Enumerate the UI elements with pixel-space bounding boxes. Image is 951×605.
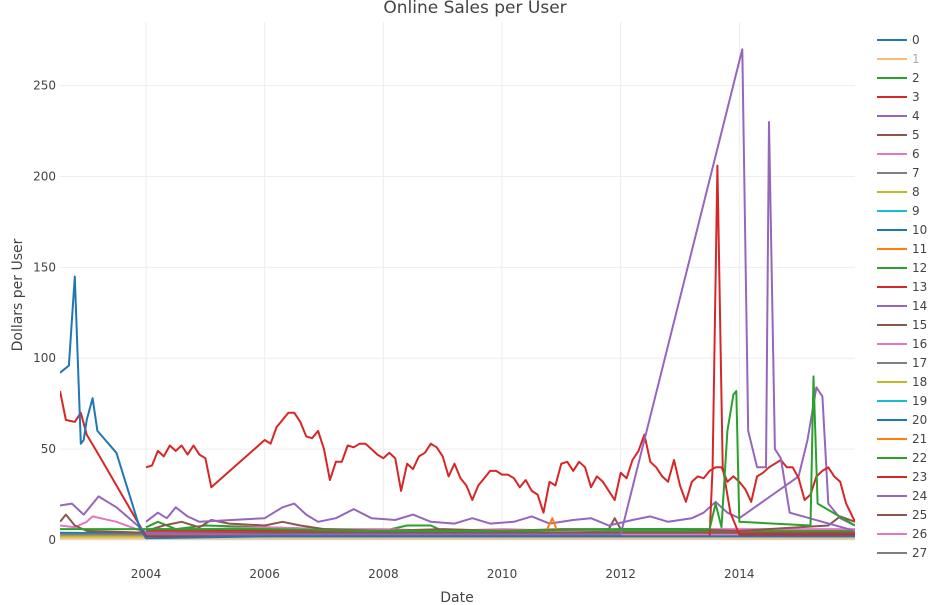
legend-item-9[interactable]: 9 bbox=[877, 204, 920, 218]
legend-label: 15 bbox=[912, 318, 927, 332]
y-tick-label: 200 bbox=[33, 169, 56, 183]
x-tick-label: 2010 bbox=[487, 567, 518, 581]
legend-label: 27 bbox=[912, 546, 927, 560]
series-line-5 bbox=[60, 513, 855, 534]
y-axis-title: Dollars per User bbox=[10, 238, 26, 351]
y-axis-ticks: 0 50 100 150 200 250 bbox=[33, 79, 56, 547]
legend-item-23[interactable]: 23 bbox=[877, 470, 927, 484]
legend-label: 26 bbox=[912, 527, 927, 541]
series-line-14 bbox=[145, 386, 855, 527]
legend-label: 25 bbox=[912, 508, 927, 522]
y-tick-label: 100 bbox=[33, 351, 56, 365]
legend-label: 12 bbox=[912, 261, 927, 275]
legend-item-17[interactable]: 17 bbox=[877, 356, 927, 370]
legend-label: 8 bbox=[912, 185, 920, 199]
legend-label: 22 bbox=[912, 451, 927, 465]
legend-label: 1 bbox=[912, 52, 920, 66]
legend-item-25[interactable]: 25 bbox=[877, 508, 927, 522]
series-line-3 bbox=[60, 164, 855, 538]
y-tick-label: 150 bbox=[33, 260, 56, 274]
legend-label: 4 bbox=[912, 109, 920, 123]
legend-label: 3 bbox=[912, 90, 920, 104]
series-line-16 bbox=[146, 526, 855, 532]
x-tick-label: 2004 bbox=[131, 567, 162, 581]
legend-label: 7 bbox=[912, 166, 920, 180]
legend-label: 16 bbox=[912, 337, 927, 351]
legend-item-26[interactable]: 26 bbox=[877, 527, 927, 541]
series-line-4 bbox=[60, 48, 855, 536]
legend-item-0[interactable]: 0 bbox=[877, 33, 920, 47]
x-axis-ticks: 2004 2006 2008 2010 2012 2014 bbox=[131, 567, 755, 581]
x-tick-label: 2006 bbox=[249, 567, 280, 581]
legend-label: 24 bbox=[912, 489, 927, 503]
legend-item-13[interactable]: 13 bbox=[877, 280, 927, 294]
series-line-2 bbox=[60, 375, 855, 532]
legend-label: 10 bbox=[912, 223, 927, 237]
gridlines bbox=[60, 22, 855, 541]
series-line-0 bbox=[60, 275, 855, 540]
plot-area bbox=[60, 48, 855, 540]
legend-item-6[interactable]: 6 bbox=[877, 147, 920, 161]
y-tick-label: 250 bbox=[33, 79, 56, 93]
legend-item-14[interactable]: 14 bbox=[877, 299, 927, 313]
legend-label: 9 bbox=[912, 204, 920, 218]
x-axis-title: Date bbox=[440, 590, 473, 605]
legend-item-12[interactable]: 12 bbox=[877, 261, 927, 275]
legend-label: 20 bbox=[912, 413, 927, 427]
y-tick-label: 50 bbox=[41, 442, 56, 456]
legend-item-11[interactable]: 11 bbox=[877, 242, 927, 256]
legend-item-5[interactable]: 5 bbox=[877, 128, 920, 142]
legend-label: 23 bbox=[912, 470, 927, 484]
legend-item-24[interactable]: 24 bbox=[877, 489, 927, 503]
series-line-13 bbox=[145, 411, 855, 523]
chart-title: Online Sales per User bbox=[383, 0, 566, 18]
legend-item-18[interactable]: 18 bbox=[877, 375, 927, 389]
x-tick-label: 2008 bbox=[368, 567, 399, 581]
legend-item-20[interactable]: 20 bbox=[877, 413, 927, 427]
legend-label: 0 bbox=[912, 33, 920, 47]
legend-label: 2 bbox=[912, 71, 920, 85]
legend-item-21[interactable]: 21 bbox=[877, 432, 927, 446]
legend-item-27[interactable]: 27 bbox=[877, 546, 927, 560]
legend-label: 6 bbox=[912, 147, 920, 161]
legend-item-22[interactable]: 22 bbox=[877, 451, 927, 465]
x-tick-label: 2012 bbox=[605, 567, 636, 581]
legend-item-7[interactable]: 7 bbox=[877, 166, 920, 180]
legend-label: 21 bbox=[912, 432, 927, 446]
legend-item-1[interactable]: 1 bbox=[877, 52, 920, 66]
legend-item-10[interactable]: 10 bbox=[877, 223, 927, 237]
x-tick-label: 2014 bbox=[724, 567, 755, 581]
legend-item-8[interactable]: 8 bbox=[877, 185, 920, 199]
y-tick-label: 0 bbox=[48, 533, 56, 547]
legend-label: 19 bbox=[912, 394, 927, 408]
legend-item-3[interactable]: 3 bbox=[877, 90, 920, 104]
legend-label: 11 bbox=[912, 242, 927, 256]
legend-item-19[interactable]: 19 bbox=[877, 394, 927, 408]
legend-item-4[interactable]: 4 bbox=[877, 109, 920, 123]
legend-item-15[interactable]: 15 bbox=[877, 318, 927, 332]
legend-item-16[interactable]: 16 bbox=[877, 337, 927, 351]
legend-label: 5 bbox=[912, 128, 920, 142]
legend-label: 17 bbox=[912, 356, 927, 370]
legend-label: 18 bbox=[912, 375, 927, 389]
legend-label: 14 bbox=[912, 299, 927, 313]
legend-item-2[interactable]: 2 bbox=[877, 71, 920, 85]
legend-label: 13 bbox=[912, 280, 927, 294]
legend[interactable]: 0123456789101112131415161718192021222324… bbox=[877, 33, 927, 560]
